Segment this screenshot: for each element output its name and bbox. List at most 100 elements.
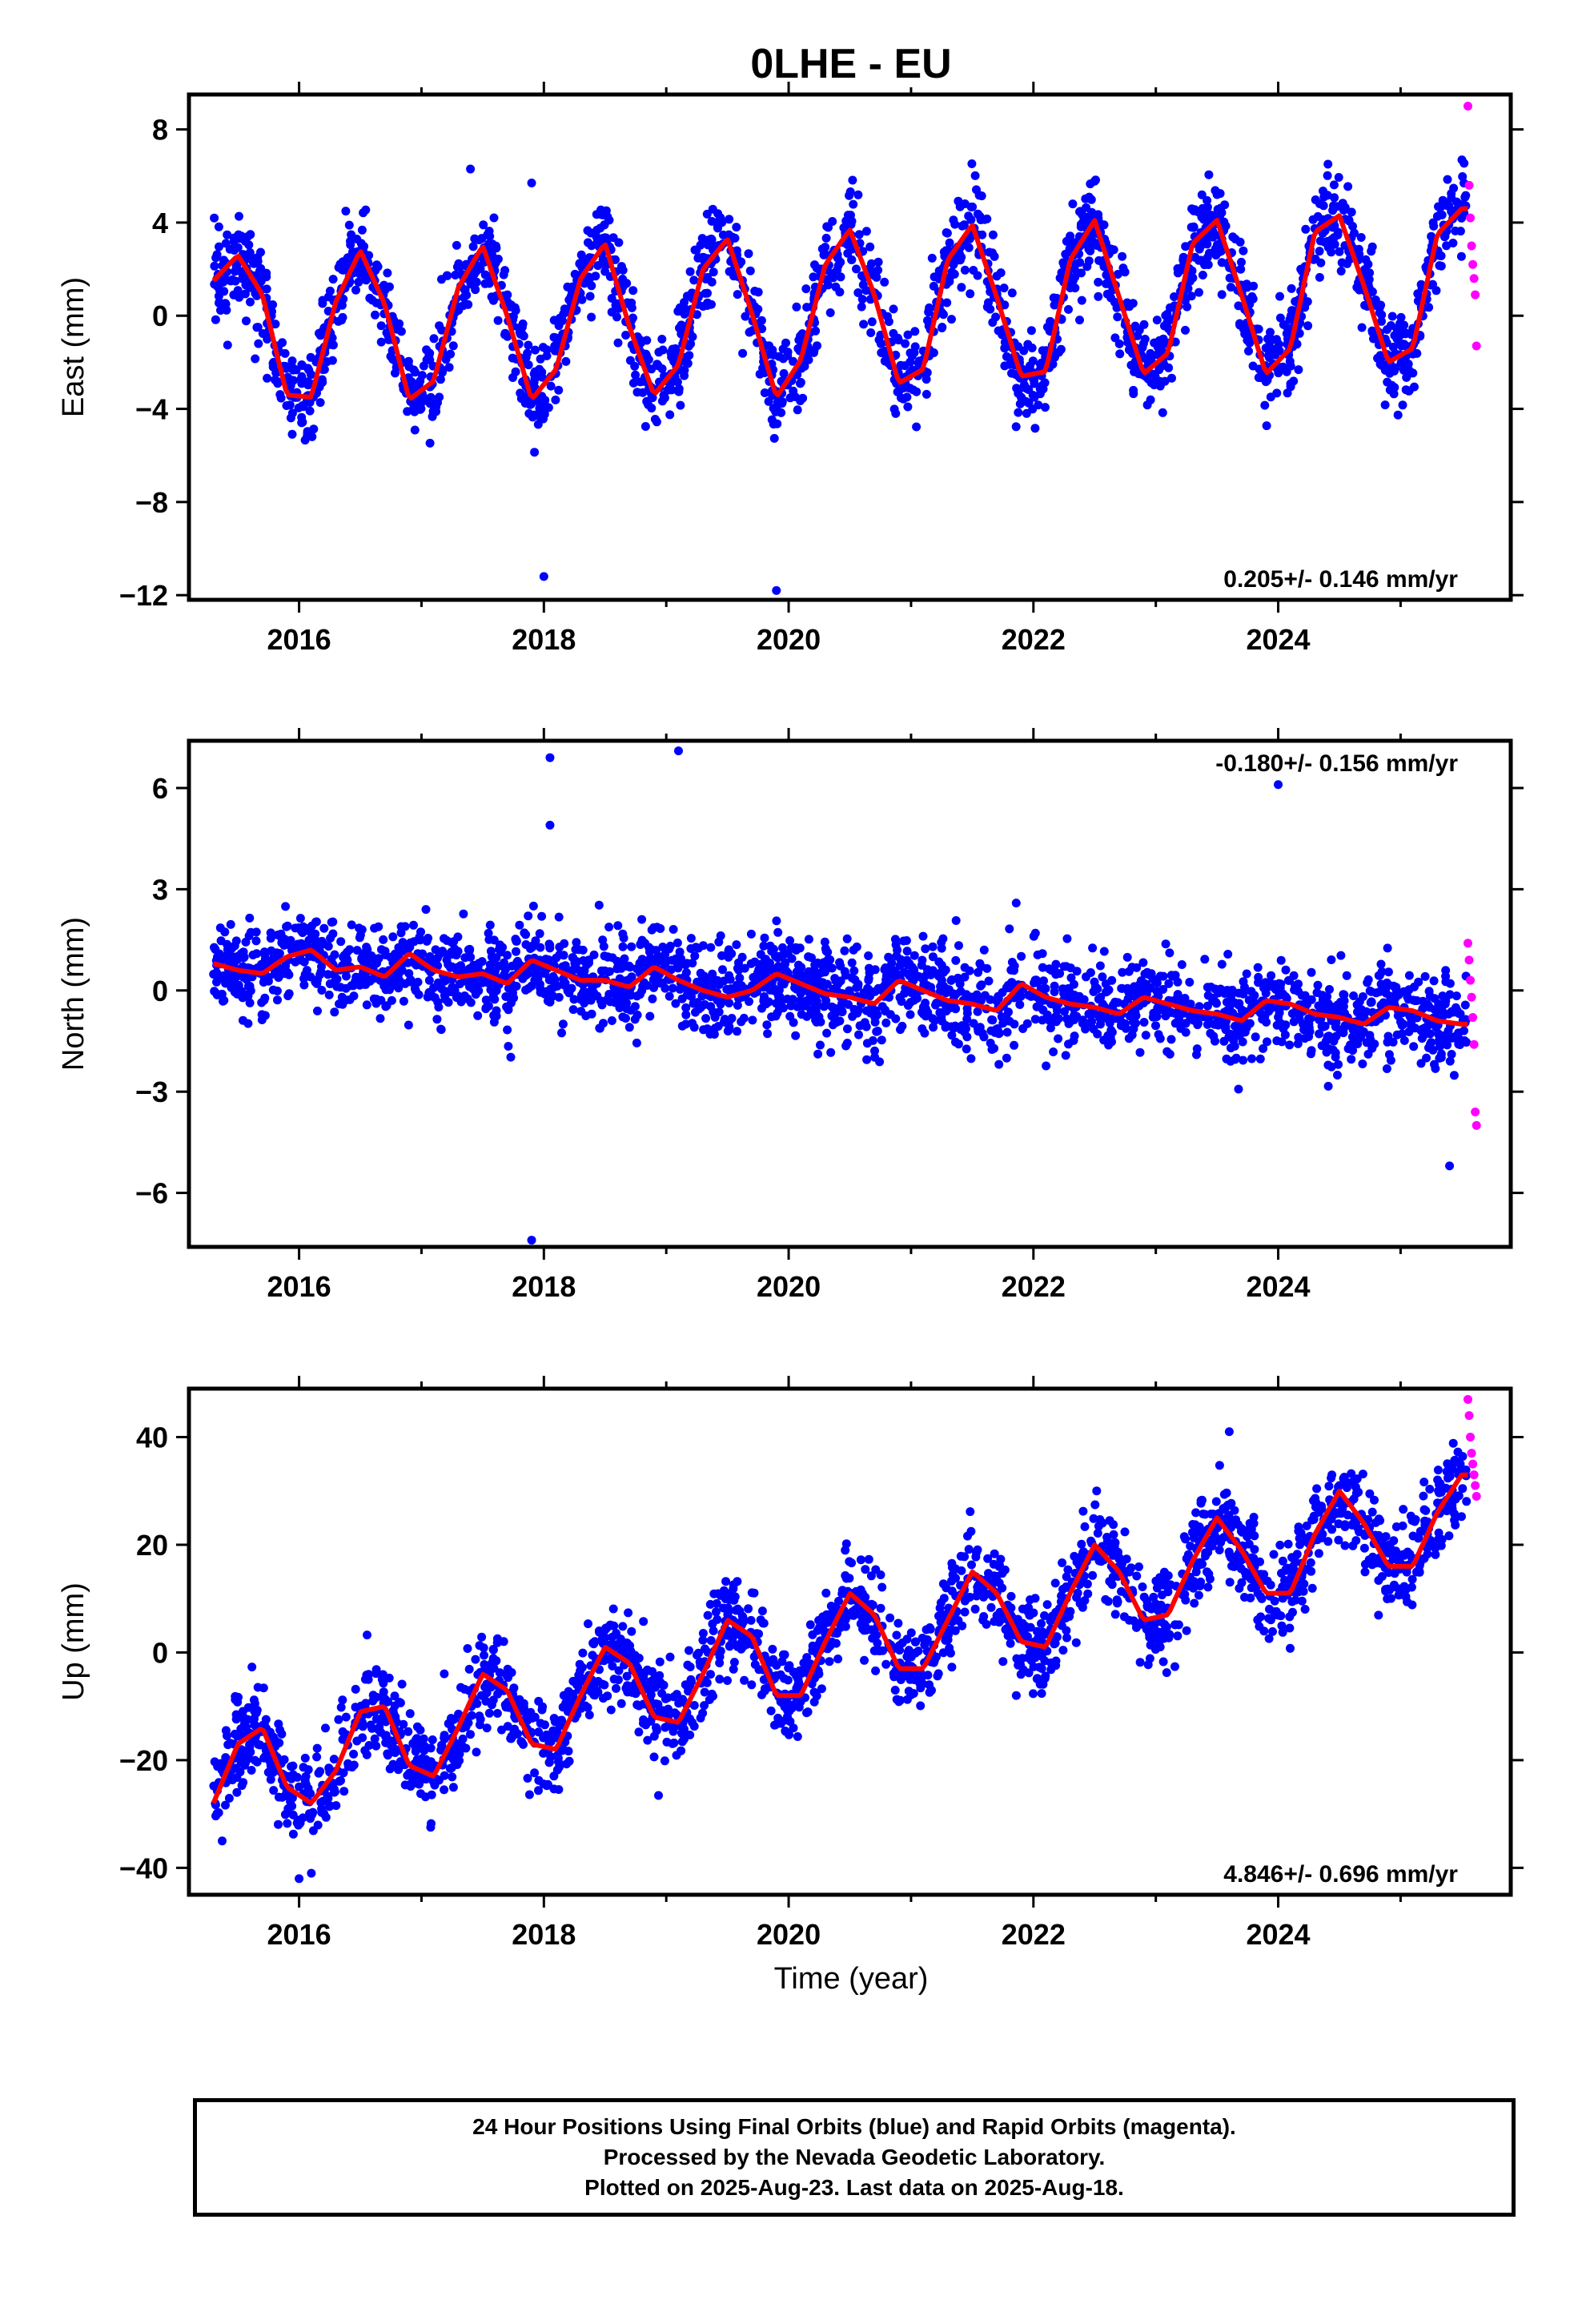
final-point: [244, 240, 253, 249]
final-point: [1181, 326, 1190, 335]
final-point: [826, 308, 835, 317]
outlier-point: [674, 746, 683, 755]
x-tick-label: 2016: [267, 623, 331, 656]
final-point: [1381, 400, 1390, 409]
final-point: [750, 958, 759, 967]
final-point: [422, 905, 431, 914]
final-point: [387, 996, 396, 1005]
final-point: [1034, 400, 1042, 409]
final-point: [820, 251, 829, 259]
final-point: [714, 1022, 723, 1031]
final-point: [1211, 1037, 1219, 1046]
y-tick-label: −4: [135, 393, 168, 426]
final-point: [1301, 225, 1310, 234]
final-point: [1086, 1011, 1094, 1019]
final-point: [708, 217, 717, 226]
final-point: [1265, 350, 1274, 359]
final-point: [657, 335, 666, 344]
final-point: [1171, 971, 1180, 979]
final-point: [951, 1038, 960, 1047]
final-point: [1276, 979, 1285, 988]
final-point: [212, 968, 221, 977]
final-point: [1024, 398, 1033, 407]
final-point: [419, 396, 428, 405]
final-point: [837, 272, 845, 281]
final-point: [822, 947, 831, 955]
final-point: [438, 947, 447, 955]
final-point: [325, 991, 334, 999]
final-point: [336, 983, 345, 991]
final-point: [1123, 953, 1132, 962]
final-point: [1038, 1689, 1046, 1698]
final-point: [296, 914, 305, 923]
final-point: [870, 1013, 879, 1022]
final-point: [908, 963, 917, 971]
final-point: [462, 291, 471, 300]
final-point: [1267, 971, 1275, 980]
final-point: [258, 271, 267, 280]
final-point: [848, 176, 857, 185]
x-tick-label: 2024: [1246, 623, 1310, 656]
final-point: [919, 975, 928, 984]
final-point: [1430, 1060, 1439, 1069]
final-point: [1078, 296, 1086, 305]
final-point: [627, 943, 636, 951]
final-point: [728, 1014, 737, 1023]
final-point: [596, 1024, 604, 1033]
final-point: [590, 951, 599, 959]
final-point: [536, 929, 544, 938]
final-point: [1323, 1061, 1332, 1070]
final-point: [1094, 278, 1102, 287]
final-point: [919, 932, 928, 941]
final-point: [857, 303, 866, 312]
final-point: [599, 234, 608, 243]
final-point: [579, 946, 588, 955]
final-point: [805, 935, 813, 943]
final-point: [469, 242, 478, 251]
final-point: [761, 934, 769, 943]
final-point: [813, 1018, 821, 1027]
final-point: [1266, 328, 1275, 336]
final-point: [1222, 1023, 1231, 1031]
final-point: [724, 1026, 733, 1035]
final-point: [1364, 1050, 1373, 1059]
outlier-point: [466, 165, 475, 174]
final-point: [789, 387, 797, 396]
final-point: [1443, 1031, 1452, 1040]
final-point: [531, 346, 540, 355]
final-point: [1287, 362, 1295, 371]
final-point: [1115, 349, 1124, 358]
final-point: [877, 1035, 886, 1044]
final-point: [1437, 251, 1446, 260]
final-point: [551, 396, 560, 404]
final-point: [1216, 189, 1225, 198]
final-point: [826, 1048, 835, 1057]
final-point: [604, 953, 612, 962]
final-point: [1174, 268, 1182, 277]
final-point: [669, 925, 678, 934]
final-point: [1388, 312, 1397, 321]
final-point: [1113, 312, 1122, 321]
final-point: [245, 914, 254, 923]
final-point: [1277, 956, 1286, 965]
final-point: [1361, 1567, 1370, 1576]
final-point: [242, 316, 251, 325]
final-point: [775, 352, 784, 361]
final-point: [426, 439, 435, 448]
final-point: [351, 286, 360, 295]
final-point: [334, 1715, 343, 1724]
final-point: [363, 1000, 371, 1009]
final-point: [1358, 1059, 1367, 1068]
final-point: [1334, 1060, 1343, 1069]
final-point: [213, 282, 222, 291]
final-point: [912, 423, 921, 432]
final-point: [733, 1001, 742, 1010]
final-point: [404, 1021, 413, 1030]
final-point: [1250, 991, 1259, 1000]
final-point: [494, 316, 503, 325]
final-point: [523, 970, 532, 979]
final-point: [899, 395, 908, 404]
final-point: [988, 1015, 997, 1024]
final-point: [395, 320, 404, 328]
